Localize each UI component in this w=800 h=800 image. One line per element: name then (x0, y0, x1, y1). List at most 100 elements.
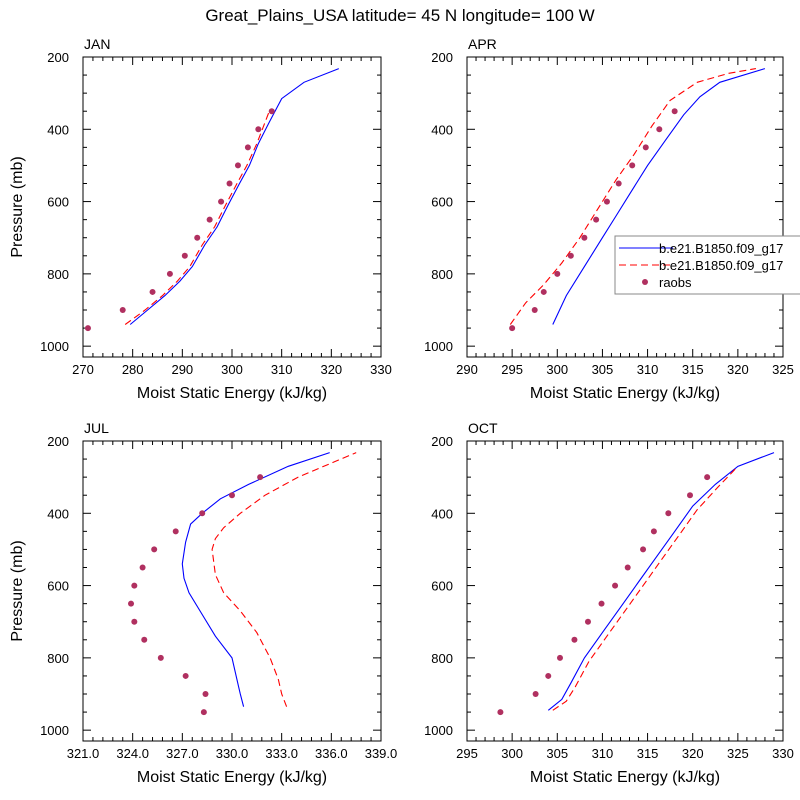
series-group (128, 452, 357, 716)
raobs-point (665, 510, 672, 517)
y-tick-label: 200 (47, 434, 69, 449)
legend-label: b.e21.B1850.f09_g17 (659, 258, 783, 273)
x-tick-label: 295 (501, 362, 523, 377)
raobs-point (172, 528, 179, 535)
y-axis-label: Pressure (mb) (9, 156, 26, 257)
raobs-point (151, 546, 158, 553)
y-tick-label: 200 (431, 434, 453, 449)
raobs-point (226, 180, 233, 187)
raobs-point (650, 528, 657, 535)
x-tick-label: 310 (637, 362, 659, 377)
figure-title: Great_Plains_USA latitude= 45 N longitud… (205, 6, 594, 25)
raobs-point (581, 234, 588, 241)
raobs-point (624, 564, 631, 571)
x-tick-label: 330.0 (216, 746, 249, 761)
x-tick-label: 280 (122, 362, 144, 377)
x-tick-label: 339.0 (365, 746, 398, 761)
raobs-point (131, 618, 138, 625)
raobs-point (509, 325, 516, 332)
x-tick-label: 325 (772, 362, 794, 377)
raobs-point (615, 180, 622, 187)
x-tick-label: 300 (501, 746, 523, 761)
raobs-point (229, 492, 235, 499)
x-tick-label: 305 (546, 746, 568, 761)
raobs-point (131, 582, 138, 589)
panel-title: OCT (468, 420, 498, 436)
x-tick-label: 300 (546, 362, 568, 377)
y-tick-label: 400 (431, 506, 453, 521)
raobs-point (593, 216, 600, 223)
x-tick-label: 315 (682, 362, 704, 377)
raobs-point (200, 709, 207, 716)
x-tick-label: 333.0 (265, 746, 298, 761)
y-tick-label: 1000 (424, 339, 453, 354)
x-axis-label: Moist Static Energy (kJ/kg) (137, 769, 327, 786)
raobs-point (556, 654, 563, 661)
legend-marker (642, 279, 648, 285)
panel-jan: 270 280 290 300 310 320 330 200 400 600 800 1000 JAN… (9, 36, 392, 402)
raobs-point (531, 307, 538, 314)
raobs-point (84, 325, 91, 332)
raobs-point (268, 108, 275, 115)
raobs-point (255, 126, 262, 133)
raobs-point (202, 691, 209, 698)
raobs-point (234, 162, 241, 169)
x-tick-label: 320 (682, 746, 704, 761)
raobs-point (497, 709, 504, 716)
plot-frame (466, 440, 784, 742)
raobs-point (540, 288, 547, 295)
raobs-point (629, 162, 636, 169)
raobs-point (656, 126, 663, 133)
x-tick-label: 330 (370, 362, 392, 377)
raobs-point (139, 564, 146, 571)
raobs-point (128, 600, 135, 607)
raobs-point (671, 108, 678, 115)
raobs-point (704, 474, 711, 481)
x-tick-label: 295 (456, 746, 478, 761)
raobs-point (598, 600, 605, 607)
raobs-point (218, 198, 225, 205)
y-tick-label: 600 (431, 195, 453, 210)
y-tick-label: 400 (431, 122, 453, 137)
series-group (497, 452, 775, 716)
x-axis-label: Moist Static Energy (kJ/kg) (530, 769, 720, 786)
x-tick-label: 330 (772, 746, 794, 761)
y-tick-label: 800 (431, 267, 453, 282)
raobs-point (181, 252, 188, 259)
x-tick-label: 325 (727, 746, 749, 761)
x-tick-label: 270 (72, 362, 94, 377)
x-axis-label: Moist Static Energy (kJ/kg) (530, 385, 720, 402)
y-axis-label: Pressure (mb) (9, 540, 26, 641)
x-tick-label: 300 (221, 362, 243, 377)
raobs-point (571, 636, 578, 643)
y-tick-label: 600 (47, 579, 69, 594)
raobs-point (584, 618, 591, 625)
panel-title: JAN (84, 36, 110, 52)
raobs-point (257, 474, 264, 481)
plot-frame (82, 440, 382, 742)
raobs-point (244, 144, 251, 151)
y-tick-label: 200 (431, 50, 453, 65)
panel-title: JUL (84, 420, 109, 436)
x-tick-label: 290 (171, 362, 193, 377)
y-tick-label: 1000 (40, 723, 69, 738)
x-tick-label: 336.0 (315, 746, 348, 761)
raobs-point (182, 672, 189, 679)
x-tick-label: 315 (637, 746, 659, 761)
raobs-point (141, 636, 148, 643)
plot-frame (82, 56, 382, 358)
raobs-point (149, 288, 156, 295)
raobs-point (554, 270, 561, 277)
series-line-dashed (124, 111, 270, 325)
x-tick-label: 320 (320, 362, 342, 377)
x-tick-label: 305 (592, 362, 614, 377)
legend-label: b.e21.B1850.f09_g17 (659, 241, 783, 256)
x-tick-label: 320 (727, 362, 749, 377)
y-tick-label: 600 (47, 195, 69, 210)
x-tick-label: 310 (271, 362, 293, 377)
x-tick-label: 327.0 (166, 746, 199, 761)
panel-jul: 321.0 324.0 327.0 330.0 333.0 336.0 339.0 200 40… (9, 420, 397, 786)
series-group (84, 68, 340, 332)
raobs-point (687, 492, 694, 499)
chart-panels: 270 280 290 300 310 320 330 200 400 600 800 1000 JAN… (9, 36, 794, 786)
